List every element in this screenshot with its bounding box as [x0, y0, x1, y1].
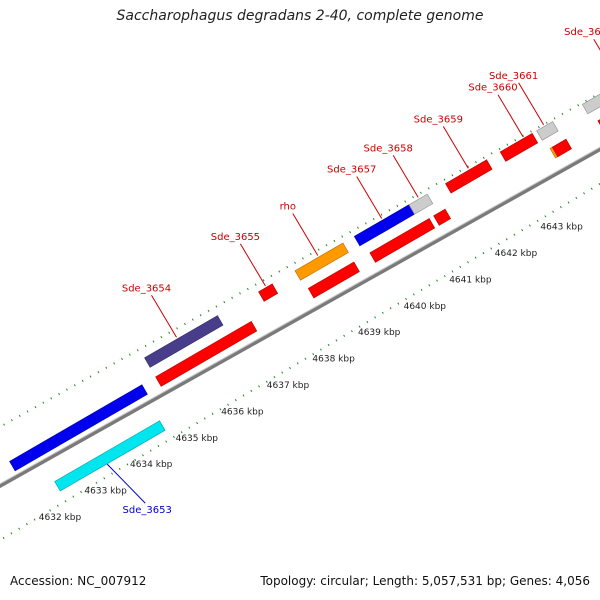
gene-label-leader — [106, 463, 146, 504]
gene-feature-body — [536, 121, 559, 141]
gene-feature-Sde_3655[interactable] — [258, 280, 279, 302]
gene-feature[interactable] — [307, 259, 360, 299]
gene-feature-Sde_3654[interactable] — [144, 312, 224, 368]
gene-feature-Sde_3660[interactable] — [499, 130, 539, 162]
gene-feature[interactable] — [433, 206, 452, 226]
scale-tick-label: 4633 kbp — [84, 487, 127, 497]
scale-tick-label: 4643 kbp — [540, 223, 583, 233]
accession-value: NC_007912 — [77, 574, 147, 588]
gene-feature-body — [597, 119, 600, 126]
gene-feature-body — [408, 193, 434, 215]
gene-feature-body — [433, 208, 452, 226]
scale-tick-label: 4642 kbp — [495, 249, 538, 259]
gene-feature-body — [54, 420, 166, 492]
accession-info: Accession: NC_007912 — [10, 574, 146, 588]
topology-label: Topology: — [260, 574, 317, 588]
scale-tick-label: 4635 kbp — [176, 434, 219, 444]
gene-label-leader — [151, 295, 177, 338]
gene-feature-body — [258, 283, 279, 302]
gene-feature-Sde_3653[interactable] — [54, 417, 166, 492]
gene-label-leader — [518, 82, 545, 126]
gene-label-leader — [239, 243, 266, 287]
topology-value: circular — [320, 574, 365, 588]
gene-label-leader — [442, 126, 469, 169]
gene-feature-body — [499, 132, 539, 162]
gene-feature[interactable] — [597, 83, 600, 130]
gene-labels: Sde_3653 Sde_3654 Sde_3655 rho Sde_3657 Sde_3… — [106, 27, 600, 516]
gene-feature-Sde_3662[interactable] — [581, 67, 600, 115]
genome-backbone-highlight — [0, 146, 600, 485]
scale-tick-label: 4634 kbp — [130, 460, 173, 470]
gene-label-Sde_3654[interactable]: Sde_3654 — [122, 283, 171, 294]
gene-feature-body — [307, 261, 360, 299]
length-value: 5,057,531 bp — [421, 574, 502, 588]
gene-label-Sde_3661[interactable]: Sde_3661 — [489, 71, 538, 82]
gene-label-Sde_3662[interactable]: Sde_3662 — [564, 27, 600, 38]
gene-feature-body — [581, 93, 600, 115]
scale-tick-label: 4640 kbp — [404, 302, 447, 312]
gene-feature[interactable] — [155, 318, 258, 387]
gene-feature-body — [369, 218, 436, 263]
gene-feature-body — [551, 138, 572, 158]
scale-ticks: 4632 kbp 4633 kbp 4634 kbp 4635 kbp 4636 kbp… — [39, 223, 583, 523]
gene-feature-body — [294, 242, 349, 281]
gene-features — [9, 67, 600, 492]
gene-label-leader — [292, 213, 319, 256]
gene-feature-body — [445, 159, 493, 194]
gene-label-leader — [356, 176, 383, 219]
gene-label-Sde_3659[interactable]: Sde_3659 — [414, 114, 463, 125]
summary-separator-1: ; — [364, 574, 373, 588]
genes-label: Genes: — [509, 574, 552, 588]
gene-feature-body — [9, 384, 148, 472]
gene-feature[interactable] — [551, 136, 572, 158]
scale-tick-label: 4638 kbp — [312, 355, 355, 365]
genome-backbone — [0, 146, 600, 489]
gene-label-Sde_3660[interactable]: Sde_3660 — [468, 83, 517, 94]
gene-feature-Sde_3659[interactable] — [445, 156, 493, 194]
scale-tick-label: 4637 kbp — [267, 381, 310, 391]
gene-label-leader — [593, 38, 600, 51]
accession-label: Accession: — [10, 574, 74, 588]
scale-tick-label: 4639 kbp — [358, 328, 401, 338]
gene-label-Sde_3655[interactable]: Sde_3655 — [211, 232, 260, 243]
summary-separator-2: ; — [501, 574, 510, 588]
genome-summary: Topology: circular; Length: 5,057,531 bp… — [260, 574, 590, 588]
length-label: Length: — [372, 574, 419, 588]
gene-label-Sde_3653[interactable]: Sde_3653 — [123, 505, 172, 516]
scale-tick-label: 4641 kbp — [449, 275, 492, 285]
gene-feature[interactable] — [9, 381, 148, 472]
gene-label-Sde_3657[interactable]: Sde_3657 — [327, 165, 376, 176]
genome-title: Saccharophagus degradans 2-40, complete … — [116, 8, 484, 24]
scale-tick-label: 4632 kbp — [39, 513, 82, 523]
scale-tick-label: 4636 kbp — [221, 407, 264, 417]
gene-label-leader — [392, 155, 419, 198]
gene-label-leader — [497, 94, 524, 137]
gene-label-rho[interactable]: rho — [280, 202, 296, 213]
gene-feature-Sde_3658[interactable] — [408, 191, 434, 215]
gene-feature[interactable] — [369, 215, 436, 263]
gene-feature-body — [144, 315, 224, 368]
genes-value: 4,056 — [555, 574, 590, 588]
gene-feature-body — [155, 320, 258, 387]
gene-label-Sde_3658[interactable]: Sde_3658 — [364, 143, 413, 154]
gene-feature-Sde_3661[interactable] — [536, 118, 559, 141]
gene-feature-rho[interactable] — [294, 240, 349, 281]
